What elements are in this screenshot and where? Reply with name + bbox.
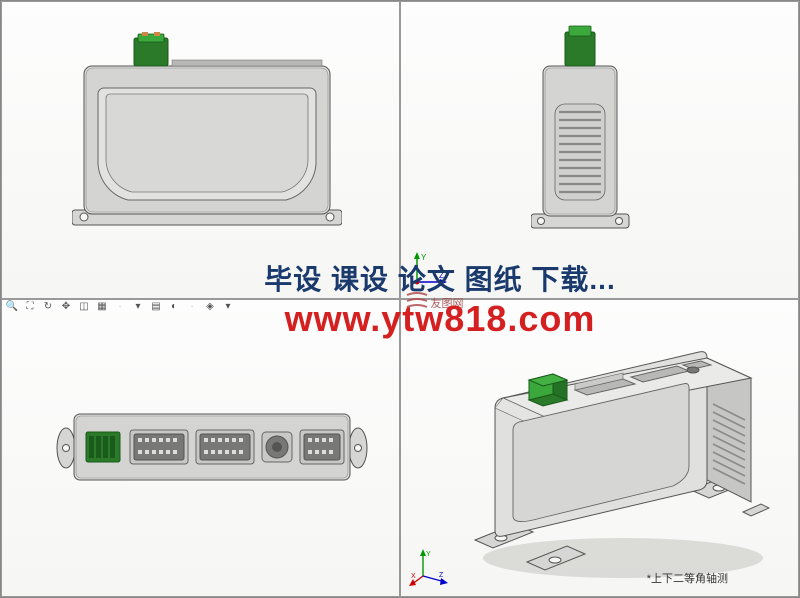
device-front-view <box>72 32 342 232</box>
separator-icon: · <box>112 298 128 314</box>
separator2-icon: · <box>184 298 200 314</box>
edges-icon[interactable]: ▤ <box>148 298 164 314</box>
svg-text:Z: Z <box>439 572 444 579</box>
viewport-back[interactable] <box>1 299 400 597</box>
device-back-view <box>56 410 368 494</box>
display-style-icon[interactable]: ▦ <box>94 298 110 314</box>
scene-icon[interactable]: ▾ <box>130 298 146 314</box>
svg-text:X: X <box>411 573 416 580</box>
viewport-label-iso: *上下二等角轴测 <box>647 570 728 586</box>
perspective-icon[interactable]: ◈ <box>202 298 218 314</box>
pan-icon[interactable]: ✥ <box>58 298 74 314</box>
fit-icon[interactable]: ⛶ <box>22 298 38 314</box>
shadow-icon[interactable]: ◐ <box>166 298 182 314</box>
viewport-front[interactable] <box>1 1 400 299</box>
svg-text:Z: Z <box>439 271 444 280</box>
rotate-icon[interactable]: ↻ <box>40 298 56 314</box>
device-isometric-view <box>451 330 771 590</box>
axis-indicator-3d: Y X Z <box>409 548 449 588</box>
svg-text:Y: Y <box>426 551 431 558</box>
zoom-icon[interactable]: 🔍 <box>4 298 20 314</box>
decal-icon[interactable]: ▾ <box>220 298 236 314</box>
svg-text:Y: Y <box>421 253 427 262</box>
viewport-isometric[interactable]: Y X Z *上下二等角轴测 <box>400 299 799 597</box>
axis-indicator-yz: Y Z <box>409 250 449 290</box>
device-side-view <box>531 24 631 236</box>
section-icon[interactable]: ◫ <box>76 298 92 314</box>
view-toolbar: 🔍 ⛶ ↻ ✥ ◫ ▦ · ▾ ▤ ◐ · ◈ ▾ <box>4 298 236 314</box>
viewport-side[interactable]: Y Z <box>400 1 799 299</box>
